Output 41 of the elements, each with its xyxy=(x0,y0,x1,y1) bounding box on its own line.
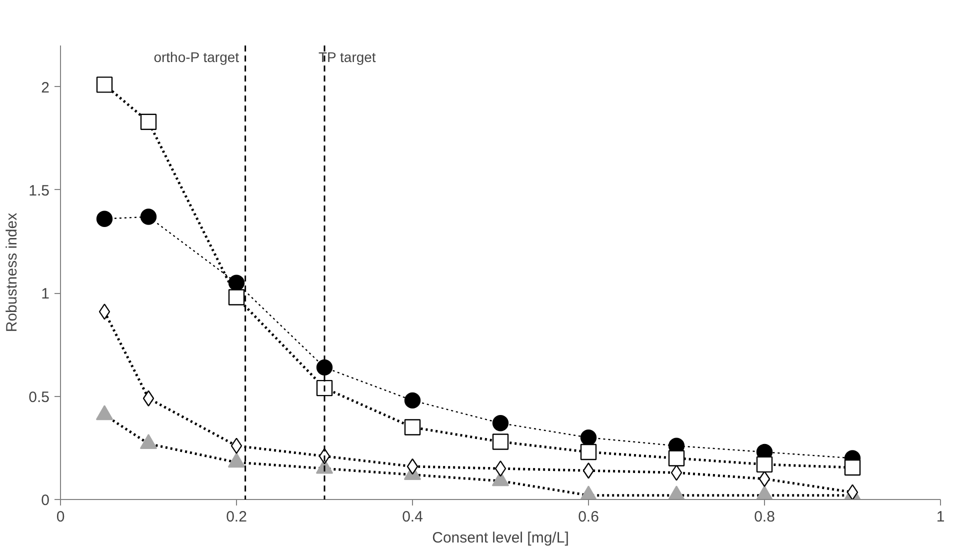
point xyxy=(140,114,157,130)
y-tick-label: 0.5 xyxy=(28,388,50,406)
y-tick-label: 0 xyxy=(41,492,50,509)
point xyxy=(844,459,861,476)
point xyxy=(580,444,597,460)
x-tick-label: 0.2 xyxy=(226,508,247,526)
point xyxy=(228,289,245,306)
x-tick-label: 0.4 xyxy=(402,508,423,526)
x-tick-label: 0 xyxy=(56,508,65,526)
point xyxy=(756,456,773,473)
point xyxy=(580,430,597,446)
point xyxy=(230,438,242,454)
point xyxy=(670,464,682,481)
ref-line-label: TP target xyxy=(318,48,376,65)
point xyxy=(494,460,506,477)
point xyxy=(492,434,509,450)
point xyxy=(668,450,685,466)
y-axis-title: Robustness index xyxy=(4,212,21,332)
point xyxy=(96,76,113,93)
y-tick-label: 2 xyxy=(41,79,50,96)
point xyxy=(492,415,509,432)
point xyxy=(96,210,113,227)
ref-line-label: ortho-P target xyxy=(154,48,240,65)
point xyxy=(316,359,333,376)
point xyxy=(404,392,421,409)
point xyxy=(316,380,333,396)
x-tick-label: 0.6 xyxy=(578,508,599,526)
point xyxy=(228,274,245,291)
point xyxy=(98,304,110,320)
point xyxy=(582,462,594,479)
point xyxy=(140,208,157,225)
point xyxy=(142,390,154,406)
point xyxy=(758,470,770,487)
y-tick-label: 1 xyxy=(41,286,50,303)
y-tick-label: 1.5 xyxy=(28,182,50,200)
x-tick-label: 1 xyxy=(936,508,945,526)
point xyxy=(406,458,418,475)
x-axis-title: Consent level [mg/L] xyxy=(432,530,569,546)
x-tick-label: 0.8 xyxy=(754,508,775,526)
point xyxy=(404,419,421,436)
point xyxy=(846,484,858,500)
